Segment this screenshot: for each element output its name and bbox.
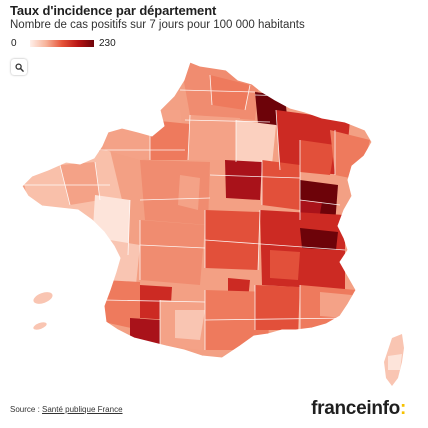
france-department-map[interactable] bbox=[0, 55, 428, 395]
color-legend: 0 230 bbox=[10, 38, 150, 52]
magnifier-icon bbox=[14, 62, 24, 72]
brand-colon: : bbox=[399, 398, 406, 419]
source-credit: Source : Santé publique France bbox=[10, 405, 123, 414]
legend-min-label: 0 bbox=[11, 38, 17, 49]
map-subtitle: Nombre de cas positifs sur 7 jours pour … bbox=[10, 19, 305, 31]
source-prefix: Source : bbox=[10, 405, 43, 414]
search-button[interactable] bbox=[11, 59, 27, 75]
legend-max-label: 230 bbox=[99, 38, 116, 49]
franceinfo-logo: franceinfo: bbox=[311, 398, 406, 420]
department-regions bbox=[22, 62, 370, 350]
legend-gradient-bar bbox=[30, 40, 94, 47]
source-link[interactable]: Santé publique France bbox=[42, 405, 123, 414]
islands bbox=[33, 292, 404, 386]
brand-name: franceinfo bbox=[311, 398, 400, 419]
map-title: Taux d'incidence par département bbox=[10, 3, 217, 18]
